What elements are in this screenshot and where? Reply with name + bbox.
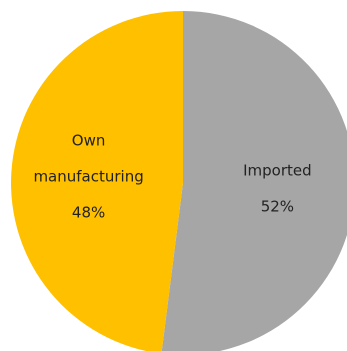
slice-name-label-1: Imported [243, 161, 312, 179]
pie-labels: Imported 52% Own manufacturing 48% [33, 132, 311, 222]
pie-slice-2 [11, 11, 183, 351]
slice-name-label-2: Own [72, 132, 106, 150]
slice-name-label-2: manufacturing [33, 168, 143, 186]
pie-slice-1 [161, 11, 347, 351]
pie-slices [11, 11, 347, 351]
slice-value-label-2: 48% [72, 204, 105, 222]
slice-value-label-1: 52% [261, 197, 294, 215]
